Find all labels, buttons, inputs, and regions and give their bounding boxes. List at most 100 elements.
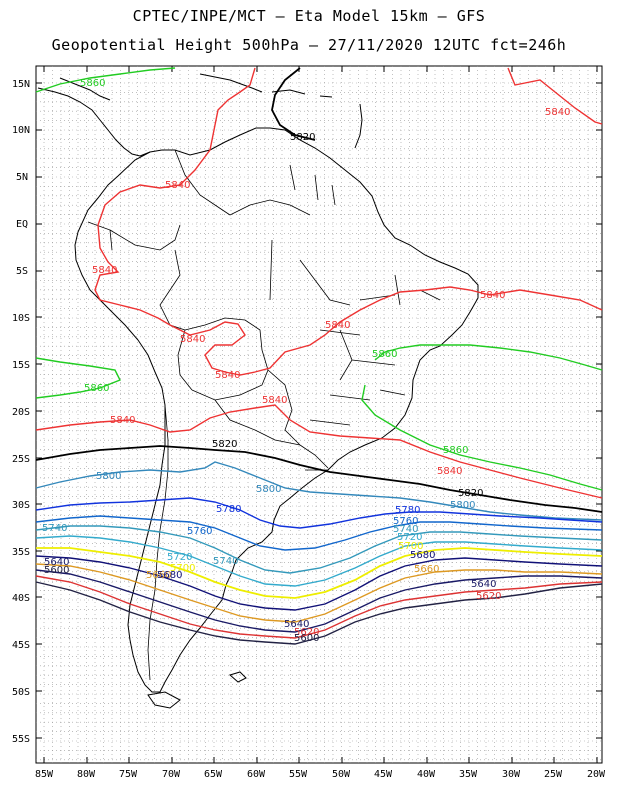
label-5760-middle: 5760 [187,526,212,537]
label-5840-east: 5840 [480,290,505,301]
contour-5800 [35,461,603,521]
border-colombia-peru [109,224,181,251]
contour-5720 [35,535,603,587]
label-5840-chile: 5840 [110,415,135,426]
title-line-2: Geopotential Height 500hPa – 27/11/2020 … [51,36,567,54]
south-america-outline [74,127,479,693]
contour-5620 [35,575,603,639]
contour-5600 [35,581,603,645]
latitude-labels: 15N 10N 5N EQ 5S 10S 15S 20S 25S 30S 35S… [12,79,30,745]
contour-5860-east [374,344,603,371]
contour-5780 [35,497,603,529]
lat-label-eq: EQ [16,219,28,230]
label-5640-south: 5640 [284,619,309,630]
label-5820-argentina: 5820 [212,439,237,450]
lon-label-80w: 80W [77,769,96,780]
contour-5760 [35,515,603,551]
label-5840-southeast: 5840 [437,466,462,477]
lat-label-20s: 20S [12,407,30,418]
lon-label-85w: 85W [35,769,54,780]
contour-5860-east-2 [361,384,603,491]
contour-5840-north [507,67,603,125]
label-5740-middle: 5740 [213,556,238,567]
tierra-del-fuego-outline [147,691,181,709]
label-5840-brazil-1: 5840 [325,320,350,331]
label-5800-west: 5800 [96,471,121,482]
label-5600-south: 5600 [294,633,319,644]
plot-frame [35,65,603,764]
label-5740-east: 5740 [393,524,418,535]
label-5700-middle: 5700 [170,563,195,574]
lat-label-30s: 30S [12,500,30,511]
label-5820-east: 5820 [458,488,483,499]
label-5800-east: 5800 [450,500,475,511]
label-5600-west: 5600 [44,565,69,576]
lon-label-70w: 70W [162,769,181,780]
lat-label-10n: 10N [12,125,30,136]
label-5800-middle: 5800 [256,484,281,495]
country-borders [87,149,441,681]
label-5700-east: 5700 [398,541,423,552]
lon-label-65w: 65W [204,769,223,780]
contour-5700 [36,547,603,599]
contour-5740 [35,525,603,574]
label-5860-west: 5860 [84,383,109,394]
border-argentina-chile [147,404,169,681]
label-5720-east: 5720 [397,532,422,543]
lon-label-30w: 30W [502,769,521,780]
lat-label-10s: 10S [12,313,30,324]
contour-5860-west [35,357,121,399]
border-peru-brazil [159,249,186,331]
label-5820-north: 5820 [290,132,315,143]
border-bolivia-paraguay [191,369,269,401]
border-brazil-states [269,239,441,426]
label-5740-west: 5740 [42,523,67,534]
contour-5820 [35,445,603,513]
label-5840-brazil-2: 5840 [262,395,287,406]
lon-label-55w: 55W [289,769,308,780]
contour-5820-north [271,67,316,141]
border-paraguay-brazil [267,369,301,446]
border-venezuela-brazil [229,199,311,216]
lat-label-15s: 15S [12,360,30,371]
label-5860-top: 5860 [80,78,105,89]
label-5720-middle: 5720 [167,552,192,563]
lon-label-50w: 50W [332,769,351,780]
lesser-antilles-outline [354,103,363,149]
border-brazil-bolivia [184,317,269,371]
lat-label-40s: 40S [12,593,30,604]
contour-5840-northwest [94,67,603,376]
lon-label-45w: 45W [374,769,393,780]
label-5840-ne: 5840 [545,107,570,118]
label-5840-bolivia: 5840 [180,334,205,345]
cuba-outline [199,73,263,93]
border-guyanas [289,164,336,206]
label-5840-paraguay: 5840 [215,370,240,381]
lat-label-50s: 50S [12,687,30,698]
label-5660-west: 5660 [146,570,171,581]
lat-label-55s: 55S [12,734,30,745]
contour-5860-north [35,67,176,93]
label-5640-east: 5640 [471,579,496,590]
dotted-grid [36,66,602,763]
label-5620-east: 5620 [476,591,501,602]
contour-5640 [35,569,603,633]
contour-labels: 5860 5840 5820 5840 5840 5840 5840 5840 … [42,78,570,644]
label-5680-east: 5680 [410,550,435,561]
border-bolivia-peru [177,329,193,391]
lon-label-25w: 25W [544,769,563,780]
lat-label-45s: 45S [12,640,30,651]
contour-5660 [35,563,603,623]
label-5640-west: 5640 [44,557,69,568]
lat-label-5n: 5N [16,172,28,183]
lat-label-15n: 15N [12,79,30,90]
border-ecuador [87,221,113,251]
longitude-labels: 85W 80W 75W 70W 65W 60W 55W 50W 45W 40W … [35,769,606,780]
lat-label-25s: 25S [12,454,30,465]
border-colombia-venezuela [174,149,231,216]
label-5680-west: 5680 [157,570,182,581]
label-5660-east: 5660 [414,564,439,575]
label-5840-colombia: 5840 [165,180,190,191]
label-5780-middle: 5780 [216,504,241,515]
